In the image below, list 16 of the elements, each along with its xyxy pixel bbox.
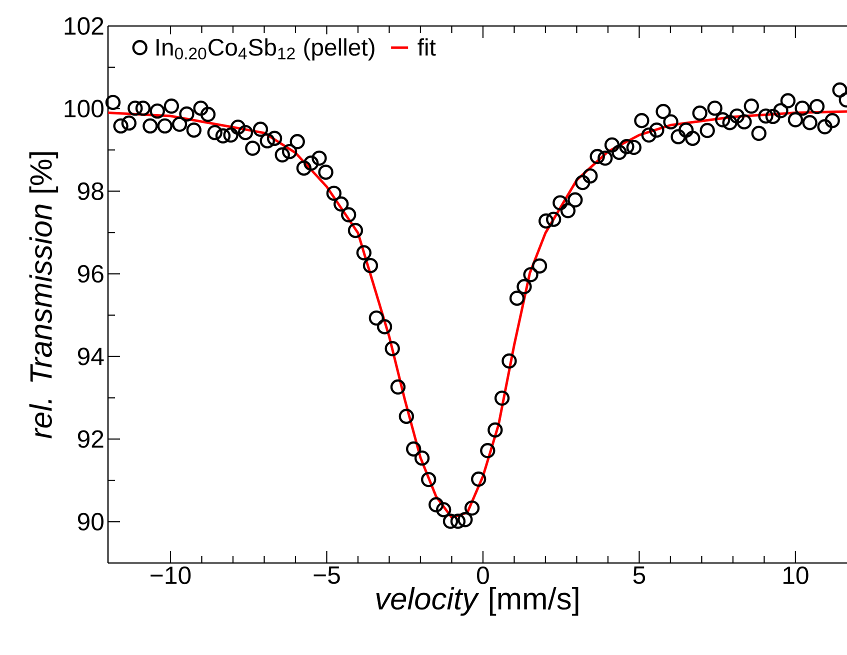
y-tick-label: 100: [64, 100, 104, 118]
y-tick-label: 98: [78, 182, 104, 200]
y-tick-label: 94: [78, 348, 104, 366]
legend-label: fit: [418, 38, 436, 56]
y-tick-label: 96: [78, 265, 104, 283]
x-tick-label: 5: [633, 566, 646, 584]
x-tick-label: 0: [477, 566, 489, 584]
y-tick-label: 92: [78, 430, 104, 448]
y-tick-label: 90: [78, 512, 104, 531]
x-tick-label: −10: [150, 566, 191, 584]
legend-label: In$_{0.20}$Co$_{4}$Sb$_{12}$ (pellet): [156, 38, 374, 61]
x-axis-title: velocity [mm/s]: [376, 586, 578, 616]
y-axis-title: rel. Transmission [%]: [29, 152, 58, 438]
x-tick-label: 10: [783, 566, 808, 584]
y-tick-label: 102: [64, 17, 104, 35]
x-tick-label: −5: [314, 566, 340, 584]
